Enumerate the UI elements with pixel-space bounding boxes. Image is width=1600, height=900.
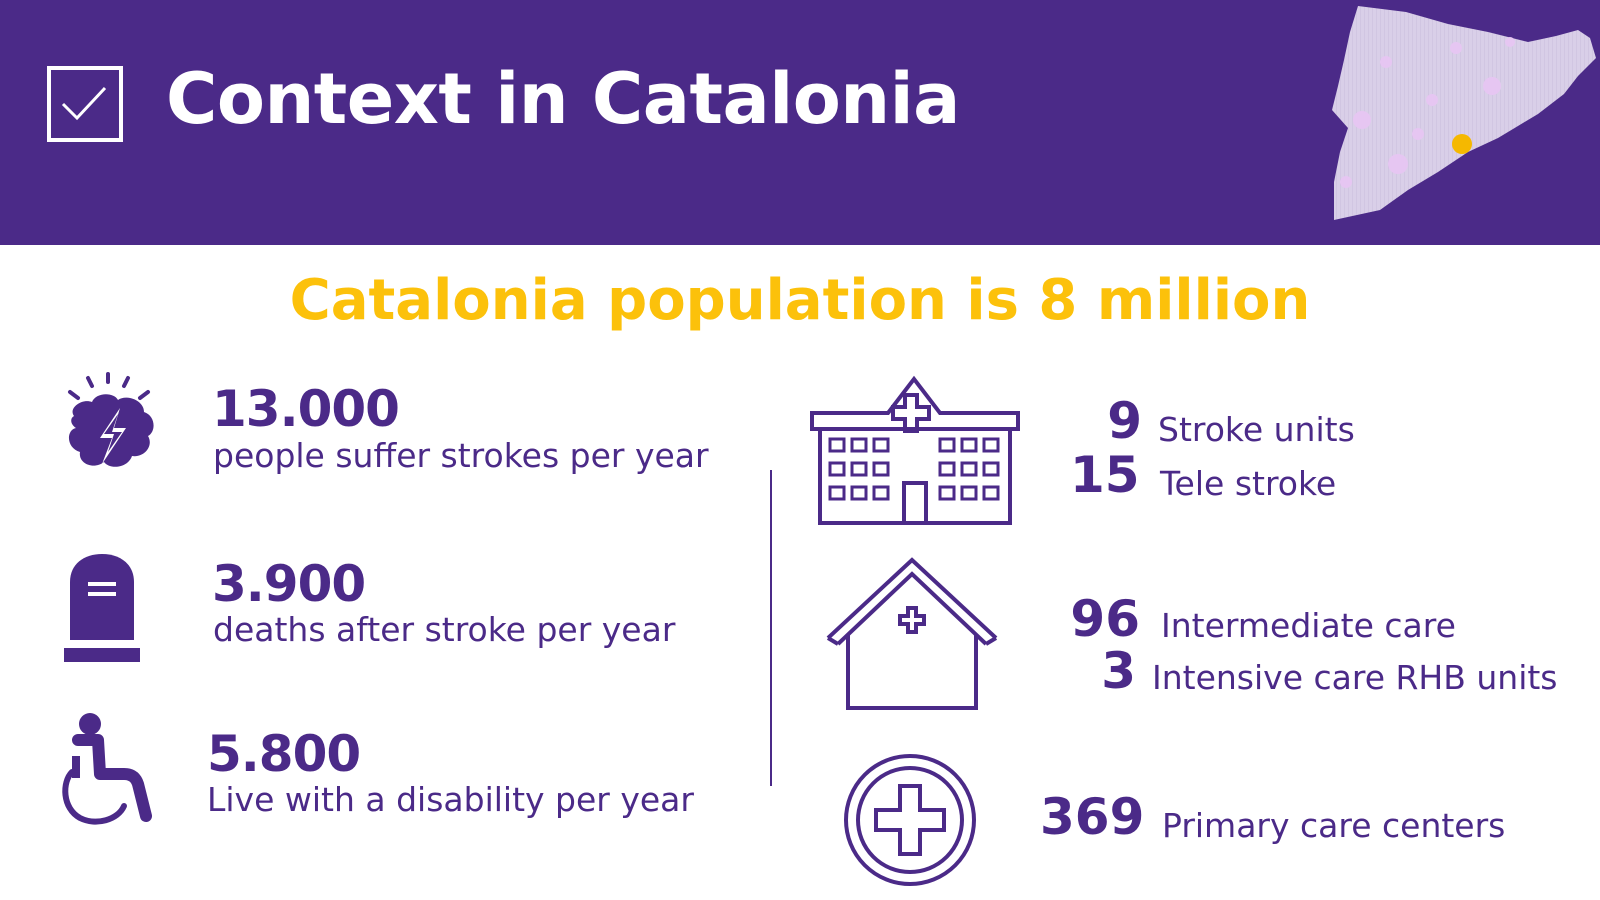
checkbox-icon — [47, 66, 123, 142]
stat-label: deaths after stroke per year — [213, 610, 676, 649]
stat-label: people suffer strokes per year — [213, 436, 709, 475]
facility-number: 15 — [1070, 446, 1140, 504]
brain-stroke-icon — [68, 372, 154, 467]
facility-label: Stroke units — [1158, 410, 1355, 449]
header-banner: Context in Catalonia — [0, 0, 1600, 245]
wheelchair-icon — [62, 713, 152, 825]
stat-label: Live with a disability per year — [207, 780, 694, 819]
facility-number: 369 — [1040, 788, 1145, 846]
medical-cross-circle-icon — [844, 754, 976, 886]
column-divider — [770, 470, 772, 786]
facility-number: 9 — [1107, 392, 1142, 450]
facility-label: Tele stroke — [1160, 464, 1337, 503]
facility-label: Primary care centers — [1162, 806, 1506, 845]
facility-number: 3 — [1101, 642, 1136, 700]
population-subtitle: Catalonia population is 8 million — [289, 268, 1311, 333]
facility-number: 96 — [1070, 590, 1140, 648]
gravestone-icon — [64, 554, 140, 662]
stat-number: 3.900 — [212, 555, 366, 613]
stat-number: 13.000 — [212, 380, 400, 438]
facility-label: Intermediate care — [1161, 606, 1456, 645]
care-house-icon — [826, 557, 998, 710]
facility-label: Intensive care RHB units — [1152, 658, 1558, 697]
catalonia-map-icon — [1332, 6, 1596, 220]
stat-number: 5.800 — [207, 725, 361, 783]
hospital-building-icon — [810, 375, 1020, 525]
page-title: Context in Catalonia — [166, 58, 960, 140]
